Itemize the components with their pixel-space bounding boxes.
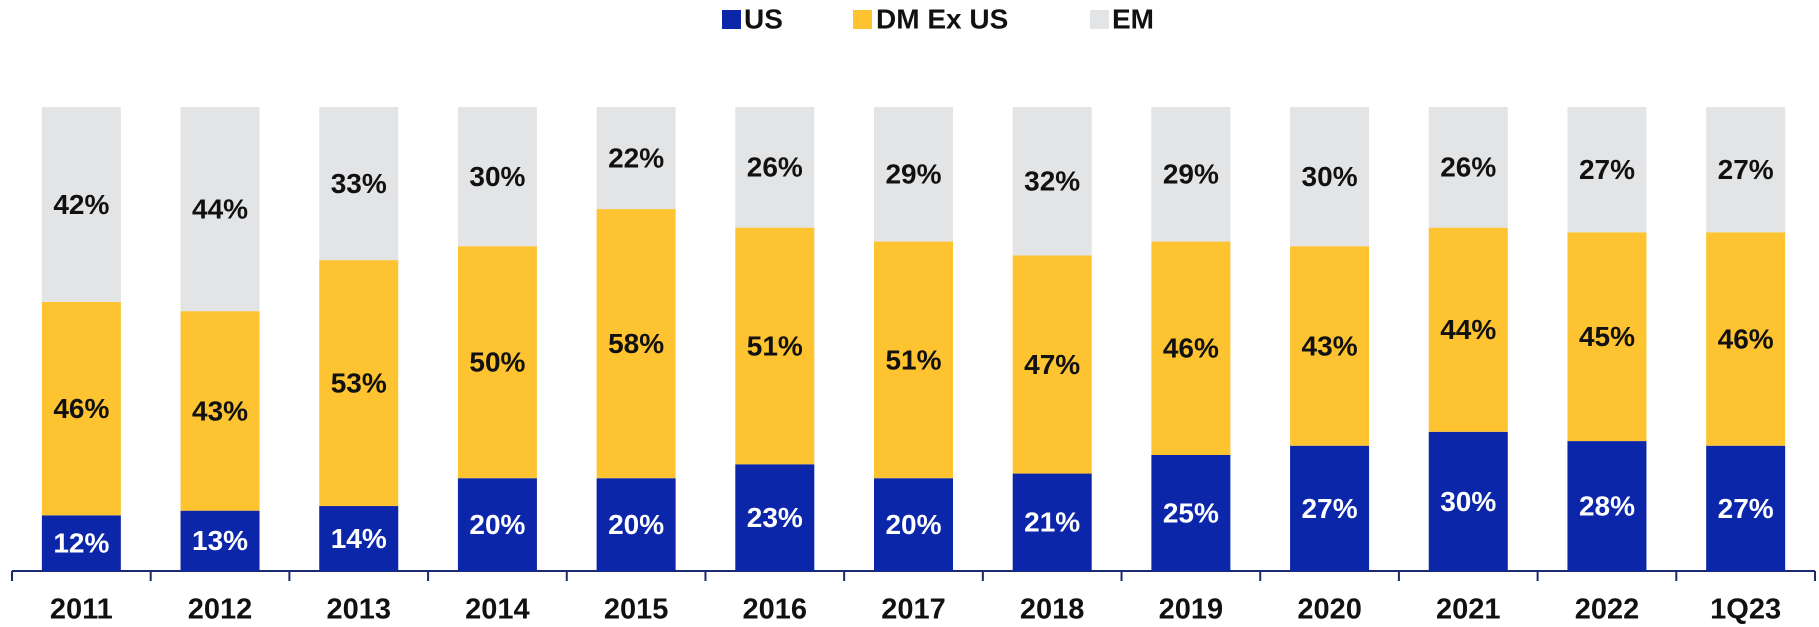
data-label: 42% xyxy=(53,189,109,220)
bar-segment xyxy=(1706,232,1786,446)
bar-segment xyxy=(1706,107,1786,233)
data-label: 29% xyxy=(1163,159,1219,190)
data-label: 12% xyxy=(53,528,109,559)
bar-segment xyxy=(457,107,537,247)
bar-segment xyxy=(319,260,399,507)
data-label: 25% xyxy=(1163,497,1219,528)
data-label: 58% xyxy=(608,328,664,359)
legend-label: US xyxy=(744,3,783,34)
data-label: 46% xyxy=(1163,333,1219,364)
data-label: 14% xyxy=(331,523,387,554)
data-label: 43% xyxy=(192,395,248,426)
bar-segment xyxy=(1290,107,1370,247)
data-label: 30% xyxy=(1302,161,1358,192)
data-label: 23% xyxy=(747,502,803,533)
legend-swatch xyxy=(1090,10,1109,29)
bar-segment xyxy=(596,209,676,479)
bar-segment xyxy=(1290,246,1370,446)
bar-segment xyxy=(735,107,815,228)
x-tick-label: 2013 xyxy=(326,594,391,626)
bar-segment xyxy=(1428,227,1508,432)
data-label: 46% xyxy=(53,393,109,424)
bar-segment xyxy=(319,506,399,571)
data-label: 27% xyxy=(1718,154,1774,185)
data-label: 44% xyxy=(1440,314,1496,345)
x-tick-label: 2014 xyxy=(465,594,530,626)
data-label: 27% xyxy=(1302,493,1358,524)
x-tick-label: 2017 xyxy=(881,594,946,626)
bar-segment xyxy=(180,311,260,511)
x-tick-label: 2022 xyxy=(1575,594,1640,626)
bar-segment xyxy=(1151,107,1231,242)
data-label: 50% xyxy=(469,347,525,378)
bar-segment xyxy=(874,241,953,479)
bar-segment xyxy=(1567,107,1647,233)
bar-segment xyxy=(1567,232,1647,442)
bar-segment xyxy=(1567,441,1647,571)
bar-segment xyxy=(1428,431,1508,571)
bar-segment xyxy=(41,107,121,302)
data-label: 27% xyxy=(1579,154,1635,185)
bar-segment xyxy=(180,510,260,571)
data-label: 26% xyxy=(747,152,803,183)
x-tick-label: 2019 xyxy=(1159,594,1224,626)
data-label: 29% xyxy=(885,159,941,190)
legend-swatch xyxy=(722,10,741,29)
data-label: 30% xyxy=(469,161,525,192)
x-tick-label: 2021 xyxy=(1436,594,1501,626)
data-label: 51% xyxy=(885,344,941,375)
data-label: 44% xyxy=(192,193,248,224)
bar-segment xyxy=(1012,473,1092,571)
x-tick-label: 2011 xyxy=(50,594,113,626)
data-label: 53% xyxy=(331,367,387,398)
data-label: 27% xyxy=(1718,493,1774,524)
x-tick-label: 2018 xyxy=(1020,594,1085,626)
data-label: 20% xyxy=(885,509,941,540)
legend-label: DM Ex US xyxy=(876,3,1008,34)
bar-segment xyxy=(596,478,676,571)
data-label: 20% xyxy=(608,509,664,540)
data-label: 22% xyxy=(608,142,664,173)
bar-segment xyxy=(1428,107,1508,228)
data-label: 30% xyxy=(1440,486,1496,517)
bar-segment xyxy=(41,515,121,571)
bar-segment xyxy=(1151,455,1231,571)
legend-label: EM xyxy=(1112,3,1154,34)
data-label: 13% xyxy=(192,525,248,556)
data-label: 45% xyxy=(1579,321,1635,352)
data-label: 26% xyxy=(1440,152,1496,183)
x-tick-label: 1Q23 xyxy=(1710,594,1781,626)
data-label: 32% xyxy=(1024,166,1080,197)
data-label: 21% xyxy=(1024,507,1080,538)
bar-segment xyxy=(180,107,260,312)
data-label: 33% xyxy=(331,168,387,199)
data-label: 20% xyxy=(469,509,525,540)
data-label: 46% xyxy=(1718,323,1774,354)
bar-segment xyxy=(735,464,815,571)
bar-segment xyxy=(596,107,676,210)
bar-segment xyxy=(457,246,537,479)
data-label: 28% xyxy=(1579,490,1635,521)
x-tick-label: 2015 xyxy=(604,594,669,626)
bar-segment xyxy=(1012,255,1092,474)
bar-segment xyxy=(874,107,953,242)
bar-segment xyxy=(735,227,815,465)
x-tick-label: 2012 xyxy=(188,594,253,626)
bar-segment xyxy=(1151,241,1231,455)
bar-segment xyxy=(1012,107,1092,256)
bar-segment xyxy=(41,301,121,516)
data-label: 47% xyxy=(1024,349,1080,380)
bar-segment xyxy=(1706,445,1786,571)
bar-segment xyxy=(457,478,537,571)
legend-swatch xyxy=(853,10,872,29)
data-label: 51% xyxy=(747,330,803,361)
x-tick-label: 2020 xyxy=(1297,594,1362,626)
bar-segment xyxy=(1290,445,1370,571)
data-label: 43% xyxy=(1302,330,1358,361)
bar-segment xyxy=(319,107,399,261)
bar-segment xyxy=(874,478,953,571)
x-tick-label: 2016 xyxy=(743,594,808,626)
